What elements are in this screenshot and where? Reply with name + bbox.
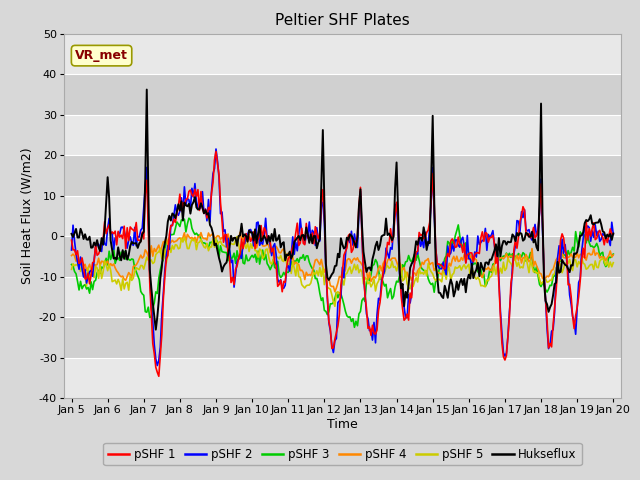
Bar <box>64 236 621 277</box>
X-axis label: Time: Time <box>327 418 358 431</box>
Text: VR_met: VR_met <box>75 49 128 62</box>
Bar <box>64 196 621 236</box>
Y-axis label: Soil Heat Flux (W/m2): Soil Heat Flux (W/m2) <box>20 148 33 284</box>
Legend: pSHF 1, pSHF 2, pSHF 3, pSHF 4, pSHF 5, Hukseflux: pSHF 1, pSHF 2, pSHF 3, pSHF 4, pSHF 5, … <box>103 443 582 466</box>
Bar <box>64 317 621 358</box>
Bar <box>64 155 621 196</box>
Bar <box>64 115 621 155</box>
Bar <box>64 358 621 398</box>
Bar <box>64 277 621 317</box>
Bar <box>64 74 621 115</box>
Bar <box>64 34 621 74</box>
Title: Peltier SHF Plates: Peltier SHF Plates <box>275 13 410 28</box>
